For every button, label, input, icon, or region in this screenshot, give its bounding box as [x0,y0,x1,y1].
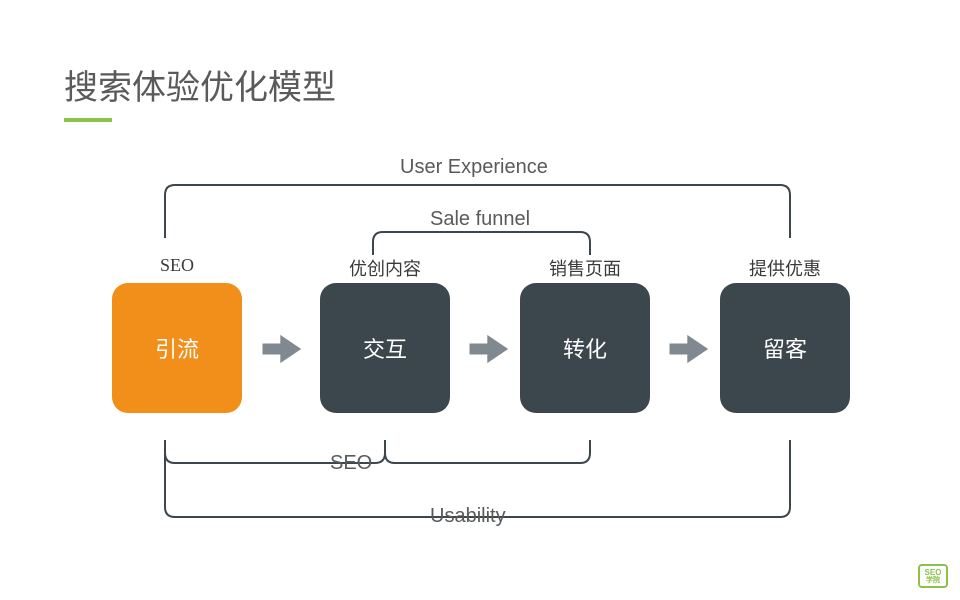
flow-node-n3: 转化 [520,283,650,413]
flow-arrow-2 [467,332,511,370]
bracket-seo2 [165,440,590,463]
flow-node-n2: 交互 [320,283,450,413]
bracket-label-funnel: Sale funnel [430,208,530,231]
bracket-label-seo2: SEO [330,452,372,475]
node-top-label-n1: SEO [112,255,242,276]
node-top-label-n4: 提供优惠 [720,255,850,281]
node-top-label-n2: 优创内容 [320,255,450,281]
logo-line1: SEO [925,569,942,577]
flow-arrow-1 [260,332,304,370]
bracket-funnel [373,232,590,255]
bracket-label-usab: Usability [430,505,506,528]
logo-line2: 学院 [926,577,940,584]
bracket-label-ux: User Experience [400,156,548,179]
node-top-label-n3: 销售页面 [520,255,650,281]
flow-arrow-3 [667,332,711,370]
seo-academy-logo: SEO 学院 [918,564,948,588]
flow-node-n4: 留客 [720,283,850,413]
flow-node-n1: 引流 [112,283,242,413]
